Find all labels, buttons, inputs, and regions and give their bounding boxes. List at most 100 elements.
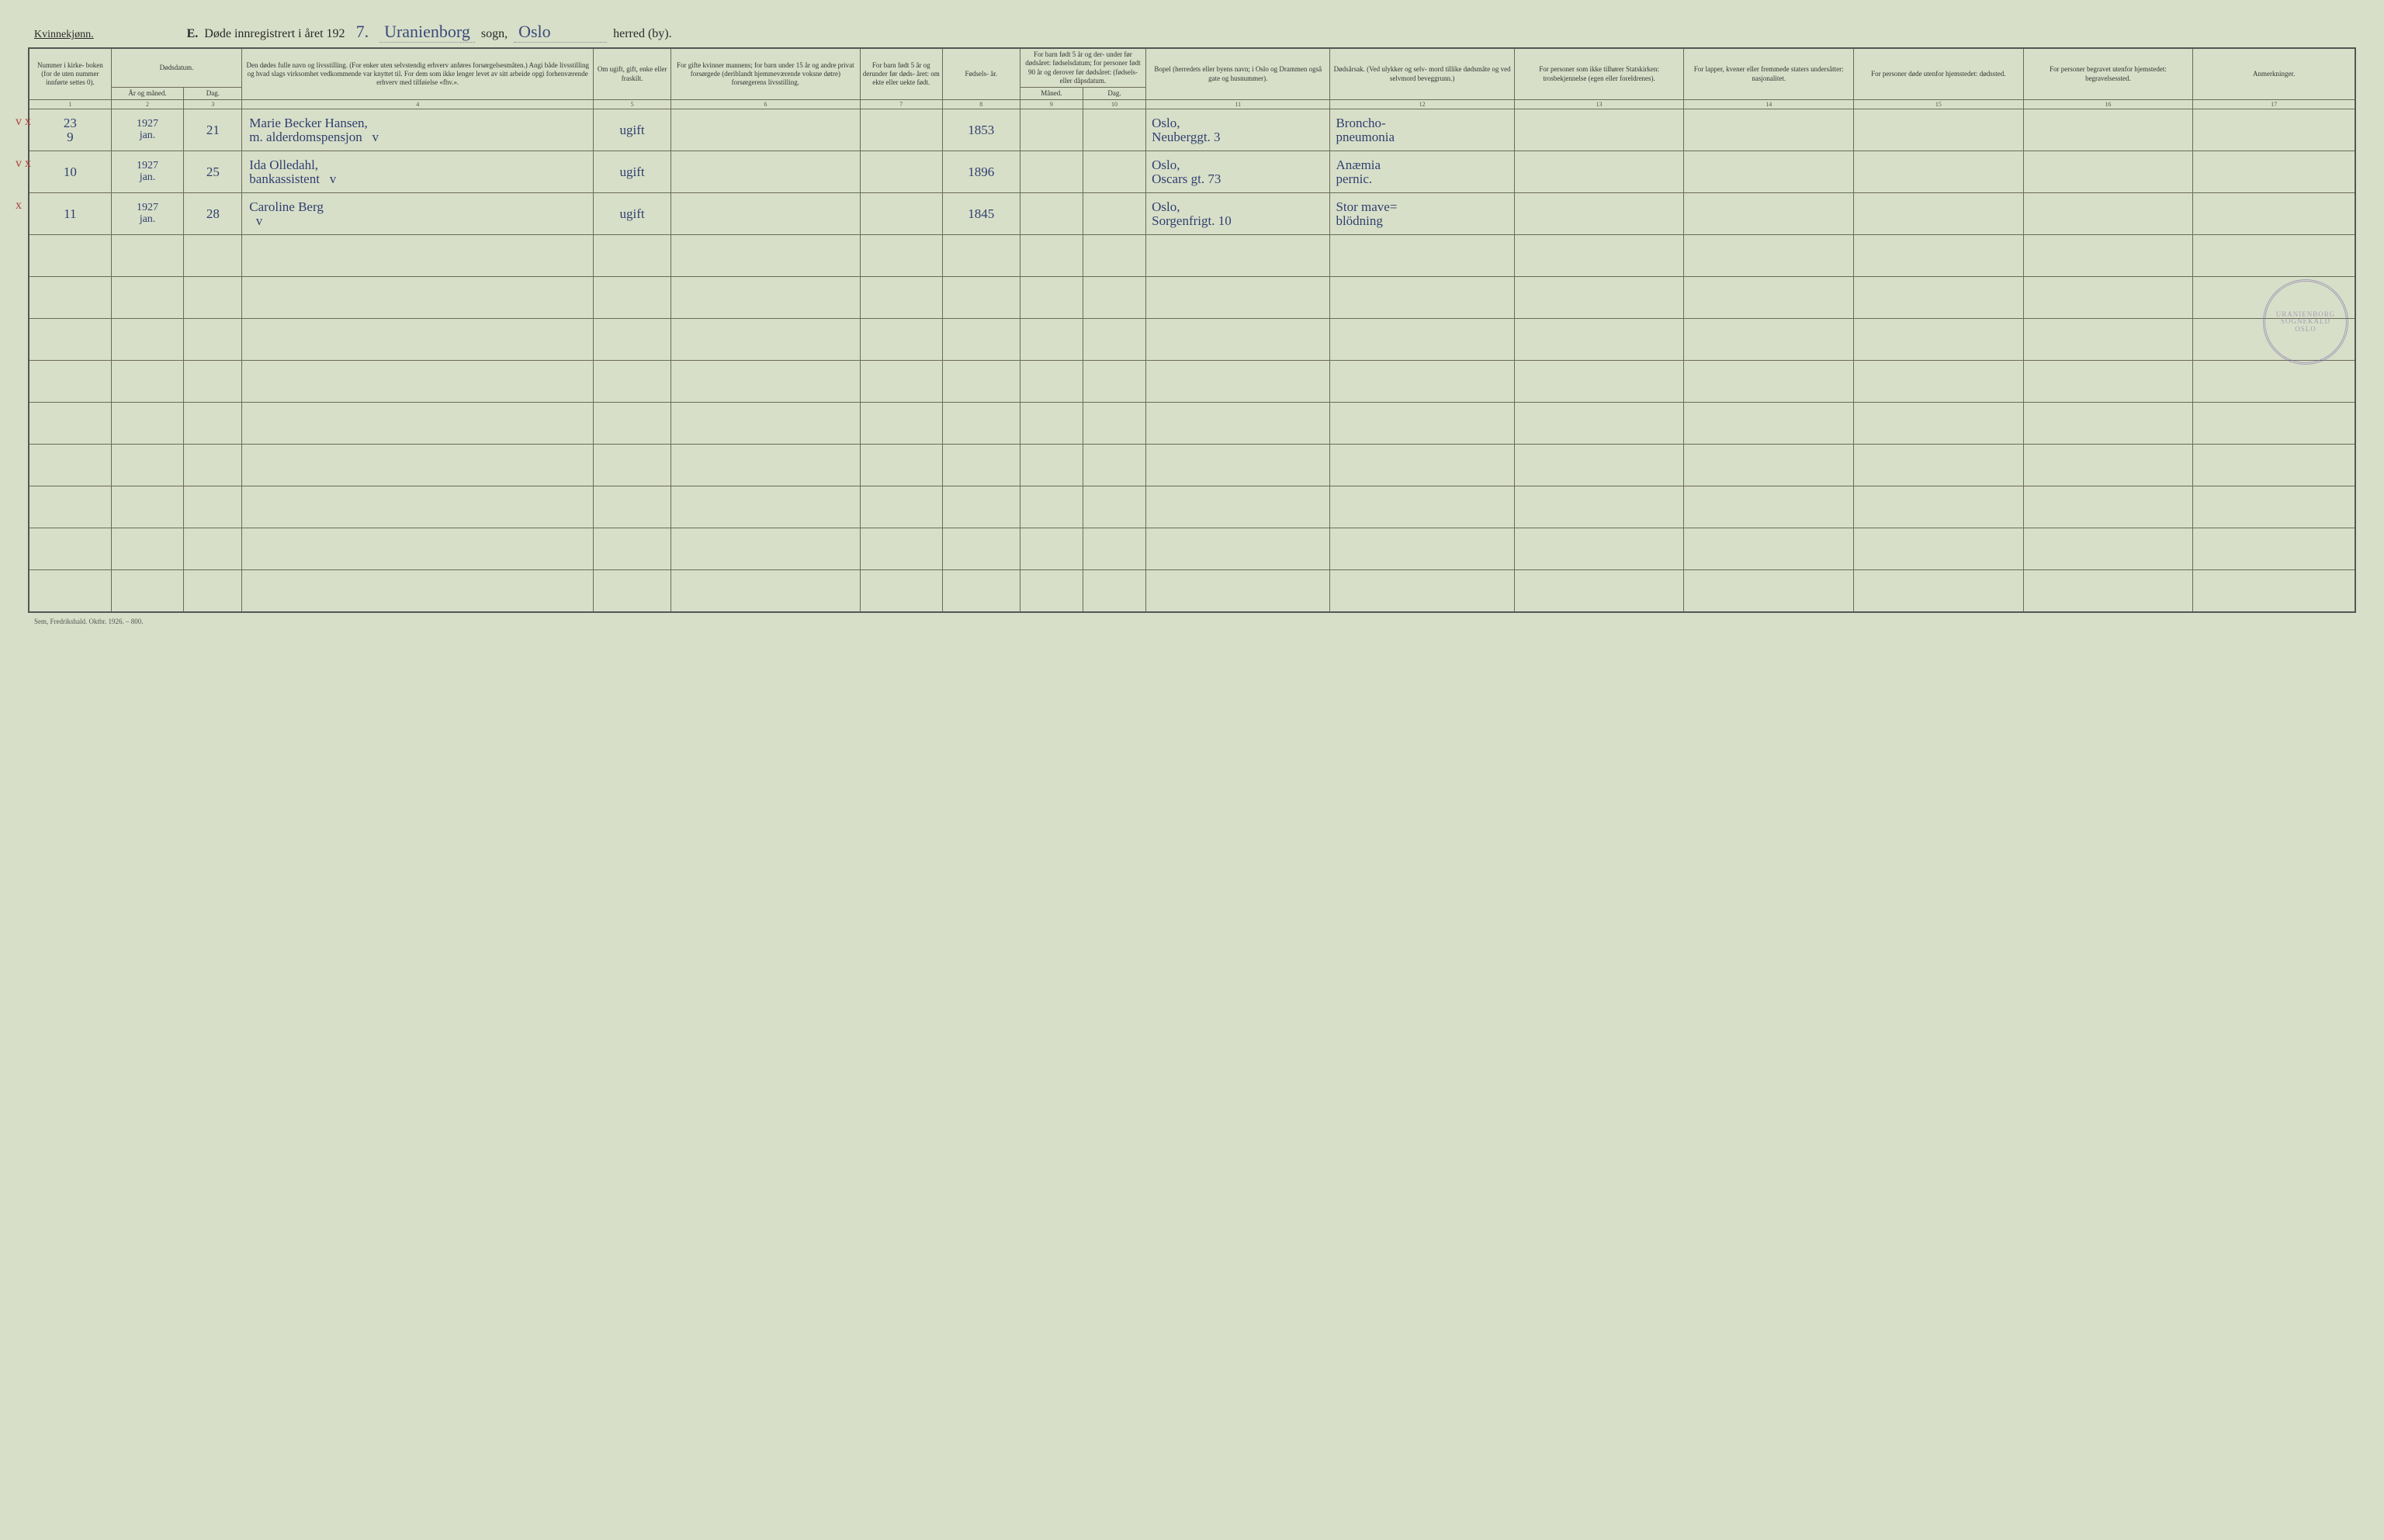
col-header: Anmerkninger. xyxy=(2193,48,2355,100)
footer-imprint: Sem, Fredrikshald. Oktbr. 1926. – 800. xyxy=(28,618,2356,625)
marital-status: ugift xyxy=(594,109,671,151)
gender-label: Kvinnekjønn. xyxy=(34,29,94,41)
col-header: Dødsårsak. (Ved ulykker og selv- mord ti… xyxy=(1330,48,1514,100)
colnum: 10 xyxy=(1083,100,1145,109)
cause-of-death: Stor mave=blödning xyxy=(1330,193,1514,235)
register-page: Kvinnekjønn. E. Døde innregistrert i åre… xyxy=(28,22,2356,625)
day: 25 xyxy=(184,151,242,193)
col-header: For barn født 5 år og derunder før døds-… xyxy=(860,48,942,100)
colnum: 4 xyxy=(242,100,594,109)
col-header: Dag. xyxy=(184,88,242,100)
year-month: 1927jan. xyxy=(111,193,184,235)
colnum: 15 xyxy=(1854,100,2024,109)
table-head: Nummer i kirke- boken (for de uten numme… xyxy=(29,48,2355,109)
col-header: År og måned. xyxy=(111,88,184,100)
table-row: 11 1927jan. 28 Caroline Berg v ugift 184… xyxy=(29,193,2355,235)
cause-of-death: Anæmiapernic. xyxy=(1330,151,1514,193)
birth-year: 1845 xyxy=(942,193,1020,235)
colnum: 3 xyxy=(184,100,242,109)
colnum: 9 xyxy=(1020,100,1083,109)
colnum: 13 xyxy=(1514,100,1684,109)
col-header: Dødsdatum. xyxy=(111,48,242,88)
burial-place xyxy=(2023,151,2193,193)
herred-label: herred (by). xyxy=(613,27,672,41)
entry-number: 239 xyxy=(29,109,111,151)
col-header: Dag. xyxy=(1083,88,1145,100)
colnum: 14 xyxy=(1684,100,1854,109)
birth-month xyxy=(1020,193,1083,235)
place-of-death xyxy=(1854,151,2024,193)
birth-year: 1896 xyxy=(942,151,1020,193)
marital-status: ugift xyxy=(594,151,671,193)
table-row: 239 1927jan. 21 Marie Becker Hansen,m. a… xyxy=(29,109,2355,151)
colnum: 1 xyxy=(29,100,111,109)
title-line: E. Døde innregistrert i året 192 7. Urani… xyxy=(187,22,2350,43)
legitimacy xyxy=(860,151,942,193)
name-occupation: Ida Olledahl,bankassistent v xyxy=(242,151,594,193)
herred-value: Oslo xyxy=(514,22,607,43)
col-header: For barn født 5 år og der- under før død… xyxy=(1020,48,1145,88)
birth-month xyxy=(1020,109,1083,151)
colnum: 5 xyxy=(594,100,671,109)
year-month: 1927jan. xyxy=(111,151,184,193)
table-row-blank xyxy=(29,486,2355,528)
remarks xyxy=(2193,193,2355,235)
nationality xyxy=(1684,151,1854,193)
marital-status: ugift xyxy=(594,193,671,235)
confession xyxy=(1514,109,1684,151)
day: 21 xyxy=(184,109,242,151)
col-header: For personer døde utenfor hjemstedet: dø… xyxy=(1854,48,2024,100)
colnum: 11 xyxy=(1146,100,1330,109)
nationality xyxy=(1684,109,1854,151)
birth-day xyxy=(1083,193,1145,235)
confession xyxy=(1514,151,1684,193)
colnum: 17 xyxy=(2193,100,2355,109)
section-letter: E. xyxy=(187,27,199,41)
provider-occupation xyxy=(671,109,861,151)
residence: Oslo,Oscars gt. 73 xyxy=(1146,151,1330,193)
nationality xyxy=(1684,193,1854,235)
legitimacy xyxy=(860,193,942,235)
burial-place xyxy=(2023,193,2193,235)
name-occupation: Caroline Berg v xyxy=(242,193,594,235)
birth-month xyxy=(1020,151,1083,193)
colnum: 16 xyxy=(2023,100,2193,109)
col-header: For gifte kvinner mannens; for barn unde… xyxy=(671,48,861,100)
table-row-blank xyxy=(29,403,2355,445)
provider-occupation xyxy=(671,193,861,235)
col-header: For personer begravet utenfor hjemstedet… xyxy=(2023,48,2193,100)
year-month: 1927jan. xyxy=(111,109,184,151)
colnum: 2 xyxy=(111,100,184,109)
title-text: Døde innregistrert i året 192 xyxy=(204,27,345,41)
table-row-blank xyxy=(29,528,2355,570)
death-register-table: Nummer i kirke- boken (for de uten numme… xyxy=(28,47,2356,613)
col-header: Fødsels- år. xyxy=(942,48,1020,100)
column-number-row: 1 2 3 4 5 6 7 8 9 10 11 12 13 14 15 16 1… xyxy=(29,100,2355,109)
col-header: For lapper, kvener eller fremmede stater… xyxy=(1684,48,1854,100)
col-header: For personer som ikke tilhører Statskirk… xyxy=(1514,48,1684,100)
table-row-blank xyxy=(29,319,2355,361)
burial-place xyxy=(2023,109,2193,151)
remarks xyxy=(2193,151,2355,193)
entry-number: 10 xyxy=(29,151,111,193)
birth-year: 1853 xyxy=(942,109,1020,151)
table-row-blank xyxy=(29,361,2355,403)
name-occupation: Marie Becker Hansen,m. alderdomspensjon … xyxy=(242,109,594,151)
table-row: 10 1927jan. 25 Ida Olledahl,bankassisten… xyxy=(29,151,2355,193)
colnum: 7 xyxy=(860,100,942,109)
table-row-blank xyxy=(29,445,2355,486)
sogn-value: Uranienborg xyxy=(379,22,475,43)
legitimacy xyxy=(860,109,942,151)
entry-number: 11 xyxy=(29,193,111,235)
colnum: 12 xyxy=(1330,100,1514,109)
page-header: Kvinnekjønn. E. Døde innregistrert i åre… xyxy=(28,22,2356,43)
sogn-label: sogn, xyxy=(481,27,508,41)
table-row-blank xyxy=(29,235,2355,277)
col-header: Bopel (herredets eller byens navn; i Osl… xyxy=(1146,48,1330,100)
col-header: Den dødes fulle navn og livsstilling. (F… xyxy=(242,48,594,100)
table-row-blank xyxy=(29,570,2355,612)
provider-occupation xyxy=(671,151,861,193)
cause-of-death: Broncho-pneumonia xyxy=(1330,109,1514,151)
day: 28 xyxy=(184,193,242,235)
year-suffix: 7. xyxy=(352,22,374,43)
